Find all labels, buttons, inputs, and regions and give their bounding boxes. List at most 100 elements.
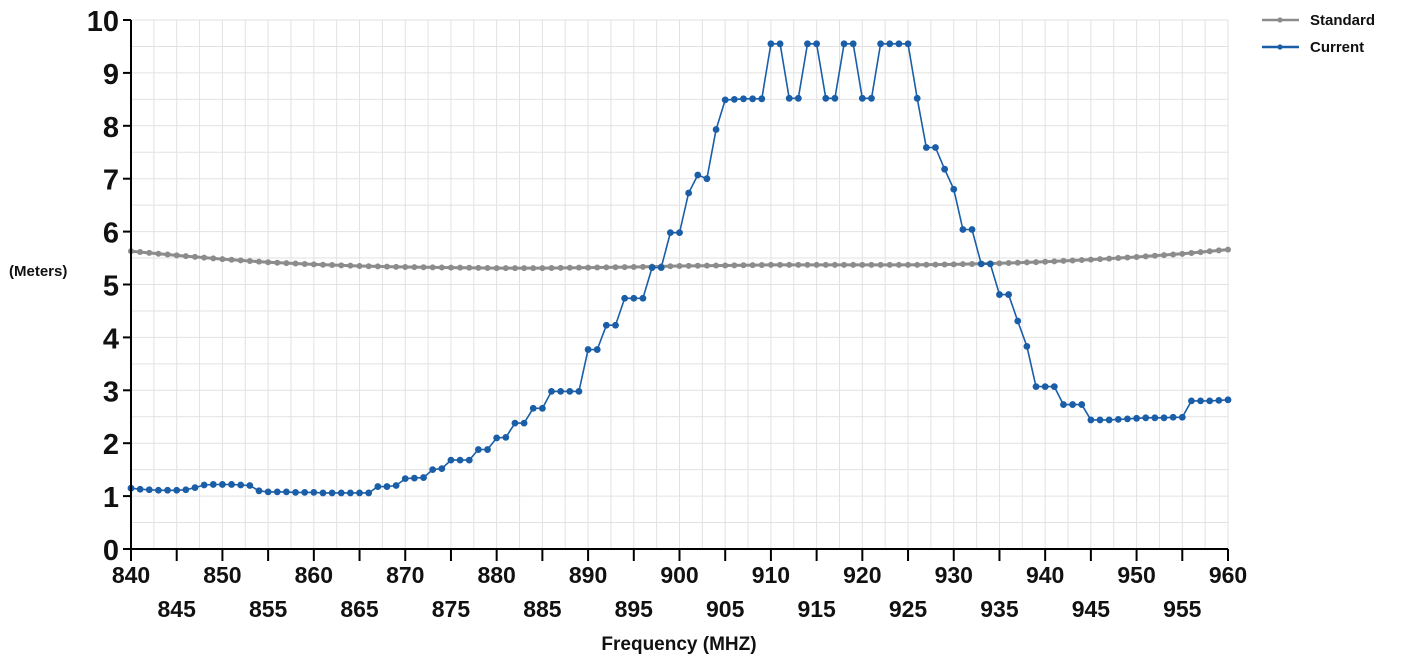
data-point-current (575, 387, 583, 395)
x-tick-label: 920 (843, 562, 881, 588)
data-point-current (712, 126, 720, 133)
data-point-standard (740, 262, 747, 269)
data-point-standard (265, 259, 272, 266)
data-point-current (1069, 401, 1076, 408)
data-point-current (1050, 383, 1058, 390)
data-point-current (465, 456, 473, 464)
data-point-standard (959, 261, 966, 268)
data-point-standard (621, 264, 628, 271)
x-tick-label: 910 (752, 562, 790, 588)
data-point-current (520, 419, 528, 427)
y-axis-title: (Meters) (9, 263, 67, 280)
data-point-current (420, 474, 427, 481)
data-point-standard (1097, 256, 1104, 263)
data-point-standard (429, 264, 436, 271)
data-point-current (1105, 416, 1113, 424)
data-point-current (794, 94, 802, 102)
data-point-standard (895, 261, 902, 268)
data-point-current (922, 144, 930, 151)
data-point-current (831, 94, 839, 102)
data-point-current (255, 487, 263, 495)
data-point-standard (447, 264, 454, 271)
data-point-current (968, 226, 976, 233)
legend-marker-standard (1277, 17, 1283, 23)
data-point-standard (941, 261, 948, 268)
data-point-current (694, 171, 702, 179)
data-point-standard (575, 264, 582, 271)
data-point-current (1032, 383, 1040, 390)
y-tick-label: 7 (103, 165, 119, 197)
data-point-standard (219, 256, 226, 263)
data-point-current (959, 226, 967, 233)
data-point-current (1005, 291, 1012, 298)
data-point-current (1014, 317, 1022, 325)
grid (130, 19, 1229, 550)
data-point-standard (822, 261, 829, 268)
x-tick-label: 930 (935, 562, 973, 588)
data-point-current (566, 387, 574, 395)
data-point-standard (969, 260, 976, 267)
data-point-current (804, 40, 811, 48)
data-point-current (657, 264, 665, 271)
data-point-standard (246, 258, 253, 265)
data-point-standard (484, 264, 491, 271)
data-point-current (1060, 401, 1067, 408)
data-point-current (1178, 413, 1186, 421)
x-tick-label: 960 (1209, 562, 1247, 588)
data-point-standard (137, 249, 144, 256)
x-tick-label: 875 (432, 596, 471, 622)
data-point-current (347, 489, 354, 497)
data-point-current (200, 481, 208, 489)
data-point-current (767, 40, 775, 48)
data-point-standard (786, 261, 793, 268)
data-point-standard (411, 264, 418, 271)
data-point-standard (767, 261, 774, 268)
data-point-current (1142, 414, 1150, 422)
legend-marker-current (1277, 44, 1283, 50)
data-point-standard (594, 264, 601, 271)
y-tick-label: 2 (103, 429, 119, 461)
data-point-standard (676, 262, 683, 269)
data-point-standard (1124, 254, 1131, 261)
data-point-standard (566, 264, 573, 271)
data-point-standard (1142, 253, 1149, 260)
data-point-current (886, 40, 894, 48)
data-point-current (904, 40, 912, 48)
data-point-current (493, 434, 501, 442)
x-tick-label: 850 (203, 562, 241, 588)
data-point-current (164, 486, 171, 494)
y-tick-label: 8 (103, 112, 119, 144)
data-point-current (438, 465, 446, 472)
data-point-current (630, 294, 638, 302)
data-point-current (758, 95, 766, 103)
y-tick-label: 6 (103, 218, 119, 250)
data-point-standard (521, 265, 528, 272)
data-point-standard (932, 261, 939, 268)
data-point-standard (402, 264, 409, 271)
data-point-current (1124, 415, 1131, 423)
data-point-current (932, 144, 939, 151)
data-point-standard (831, 261, 838, 268)
data-point-standard (868, 261, 875, 268)
data-point-standard (612, 264, 619, 271)
data-point-standard (228, 256, 235, 263)
data-point-standard (1087, 256, 1094, 263)
data-point-standard (804, 261, 811, 268)
data-point-standard (511, 265, 518, 272)
data-point-current (237, 481, 245, 489)
data-point-standard (603, 264, 610, 271)
data-point-standard (164, 251, 171, 258)
data-point-current (1087, 416, 1095, 424)
data-point-current (1041, 383, 1049, 390)
data-point-current (365, 489, 373, 497)
legend-label-standard: Standard (1310, 12, 1375, 29)
data-point-standard (1161, 252, 1168, 259)
data-point-current (950, 185, 958, 193)
data-point-current (383, 483, 391, 490)
data-point-current (474, 446, 482, 453)
legend-label-current: Current (1310, 39, 1364, 56)
data-point-current (1188, 397, 1195, 405)
data-point-standard (1005, 260, 1012, 267)
data-point-standard (1133, 253, 1140, 260)
data-point-current (484, 446, 491, 453)
